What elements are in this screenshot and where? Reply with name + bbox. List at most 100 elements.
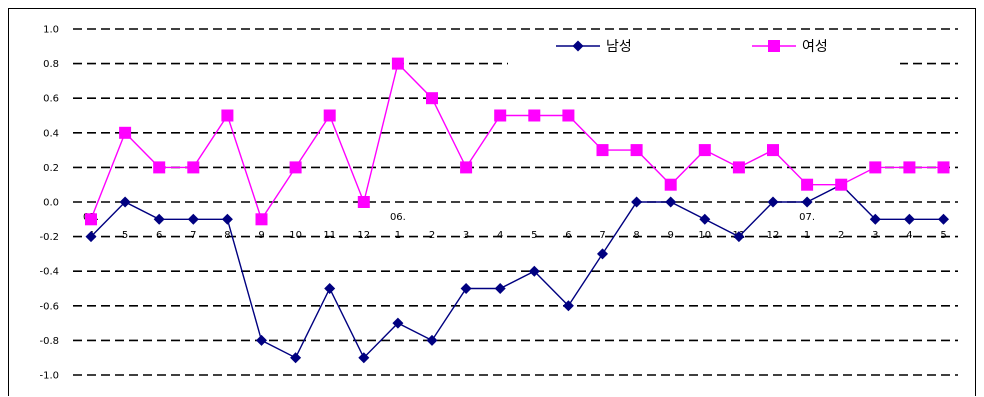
data-point bbox=[903, 213, 915, 225]
x-tick-label: 3 bbox=[463, 230, 469, 241]
series-group bbox=[85, 57, 950, 364]
data-point bbox=[869, 161, 882, 174]
x-tick-label: 3 bbox=[872, 230, 878, 241]
data-point bbox=[699, 213, 711, 225]
data-point bbox=[698, 144, 711, 157]
x-tick-label: 5 bbox=[940, 230, 946, 241]
x-tick-label: 9 bbox=[258, 230, 264, 241]
data-point bbox=[494, 109, 507, 122]
data-point bbox=[630, 144, 643, 157]
data-point bbox=[664, 178, 677, 191]
y-tick-label: 0.2 bbox=[43, 163, 59, 174]
x-tick-label: 6 bbox=[156, 230, 162, 241]
x-tick-label: 7 bbox=[190, 230, 196, 241]
x-tick-label: 4 bbox=[497, 230, 503, 241]
data-point bbox=[562, 300, 574, 312]
gridlines bbox=[73, 28, 958, 376]
x-tick-label: 1 bbox=[395, 230, 401, 241]
data-point bbox=[767, 144, 779, 157]
data-point bbox=[392, 317, 404, 329]
x-tick-label: 10 bbox=[698, 230, 711, 241]
data-point bbox=[391, 57, 404, 70]
x-tick-label: 2 bbox=[838, 230, 844, 241]
y-tick-label: -0.8 bbox=[39, 336, 59, 347]
x-tick-label: 5 bbox=[531, 230, 537, 241]
legend-box bbox=[508, 34, 900, 72]
data-point bbox=[801, 196, 813, 208]
data-point bbox=[290, 352, 302, 364]
data-point bbox=[767, 196, 779, 208]
data-point bbox=[85, 213, 97, 226]
legend-label: 여성 bbox=[802, 39, 828, 55]
data-point bbox=[528, 265, 540, 277]
y-tick-label: 0.0 bbox=[43, 198, 59, 209]
x-year-label: 06. bbox=[390, 212, 406, 223]
x-tick-label: 8 bbox=[633, 230, 639, 241]
data-point bbox=[358, 352, 370, 364]
x-tick-label: 10 bbox=[289, 230, 302, 241]
data-point bbox=[357, 196, 370, 208]
data-point bbox=[119, 196, 131, 208]
chart-frame bbox=[8, 8, 976, 396]
data-point bbox=[187, 161, 200, 174]
data-point bbox=[119, 126, 132, 139]
data-point bbox=[289, 161, 302, 174]
data-point bbox=[903, 161, 916, 174]
x-tick-label: 7 bbox=[599, 230, 605, 241]
x-tick-label: 4 bbox=[906, 230, 912, 241]
data-point bbox=[221, 109, 234, 122]
y-tick-label: -0.4 bbox=[39, 267, 59, 278]
series-2 bbox=[85, 57, 950, 226]
data-point bbox=[426, 334, 438, 346]
data-point bbox=[187, 213, 199, 225]
data-point bbox=[631, 196, 643, 208]
x-tick-label: 8 bbox=[224, 230, 230, 241]
series-line bbox=[90, 183, 944, 359]
series-1 bbox=[85, 179, 949, 364]
data-point bbox=[153, 161, 166, 174]
data-point bbox=[460, 161, 473, 174]
data-point bbox=[733, 231, 745, 243]
data-point bbox=[324, 283, 336, 294]
x-tick-label: 1 bbox=[804, 230, 810, 241]
data-point bbox=[153, 213, 165, 225]
data-point bbox=[596, 144, 609, 157]
y-tick-label: 0.4 bbox=[43, 128, 59, 139]
data-point bbox=[255, 213, 268, 226]
y-tick-label: 0.6 bbox=[43, 94, 59, 105]
legend-label: 남성 bbox=[606, 39, 632, 55]
y-tick-label: -1.0 bbox=[39, 371, 59, 382]
data-point bbox=[937, 161, 950, 174]
data-point bbox=[85, 231, 97, 243]
data-point bbox=[938, 213, 949, 225]
data-point bbox=[597, 248, 608, 260]
y-tick-label: 0.8 bbox=[43, 59, 59, 70]
x-tick-label: 9 bbox=[668, 230, 674, 241]
data-point bbox=[494, 283, 506, 294]
data-point bbox=[732, 161, 745, 174]
legend: 남성 여성 bbox=[508, 34, 900, 72]
data-point bbox=[323, 109, 336, 122]
data-point bbox=[665, 196, 677, 208]
y-tick-label: -0.6 bbox=[39, 301, 59, 312]
x-tick-label: 5 bbox=[122, 230, 128, 241]
data-point bbox=[256, 334, 267, 346]
data-point bbox=[562, 109, 575, 122]
data-point bbox=[835, 178, 848, 191]
data-point bbox=[426, 92, 438, 105]
x-year-label: 07. bbox=[799, 212, 815, 223]
x-tick-label: 11 bbox=[323, 230, 336, 241]
legend-marker bbox=[768, 40, 780, 52]
data-point bbox=[869, 213, 881, 225]
y-tick-label: -0.2 bbox=[39, 232, 59, 243]
x-tick-label: 12 bbox=[767, 230, 780, 241]
y-axis-ticks: 1.0 0.8 0.6 0.4 0.2 0.0 -0.2 -0.4 -0.6 -0.8 -1.0 bbox=[39, 25, 59, 382]
y-tick-label: 1.0 bbox=[43, 25, 59, 36]
data-point bbox=[528, 109, 541, 122]
legend-marker bbox=[572, 40, 584, 52]
x-tick-label: 12 bbox=[357, 230, 370, 241]
data-point bbox=[460, 283, 472, 294]
x-tick-label: 2 bbox=[429, 230, 435, 241]
x-tick-label: 6 bbox=[565, 230, 571, 241]
